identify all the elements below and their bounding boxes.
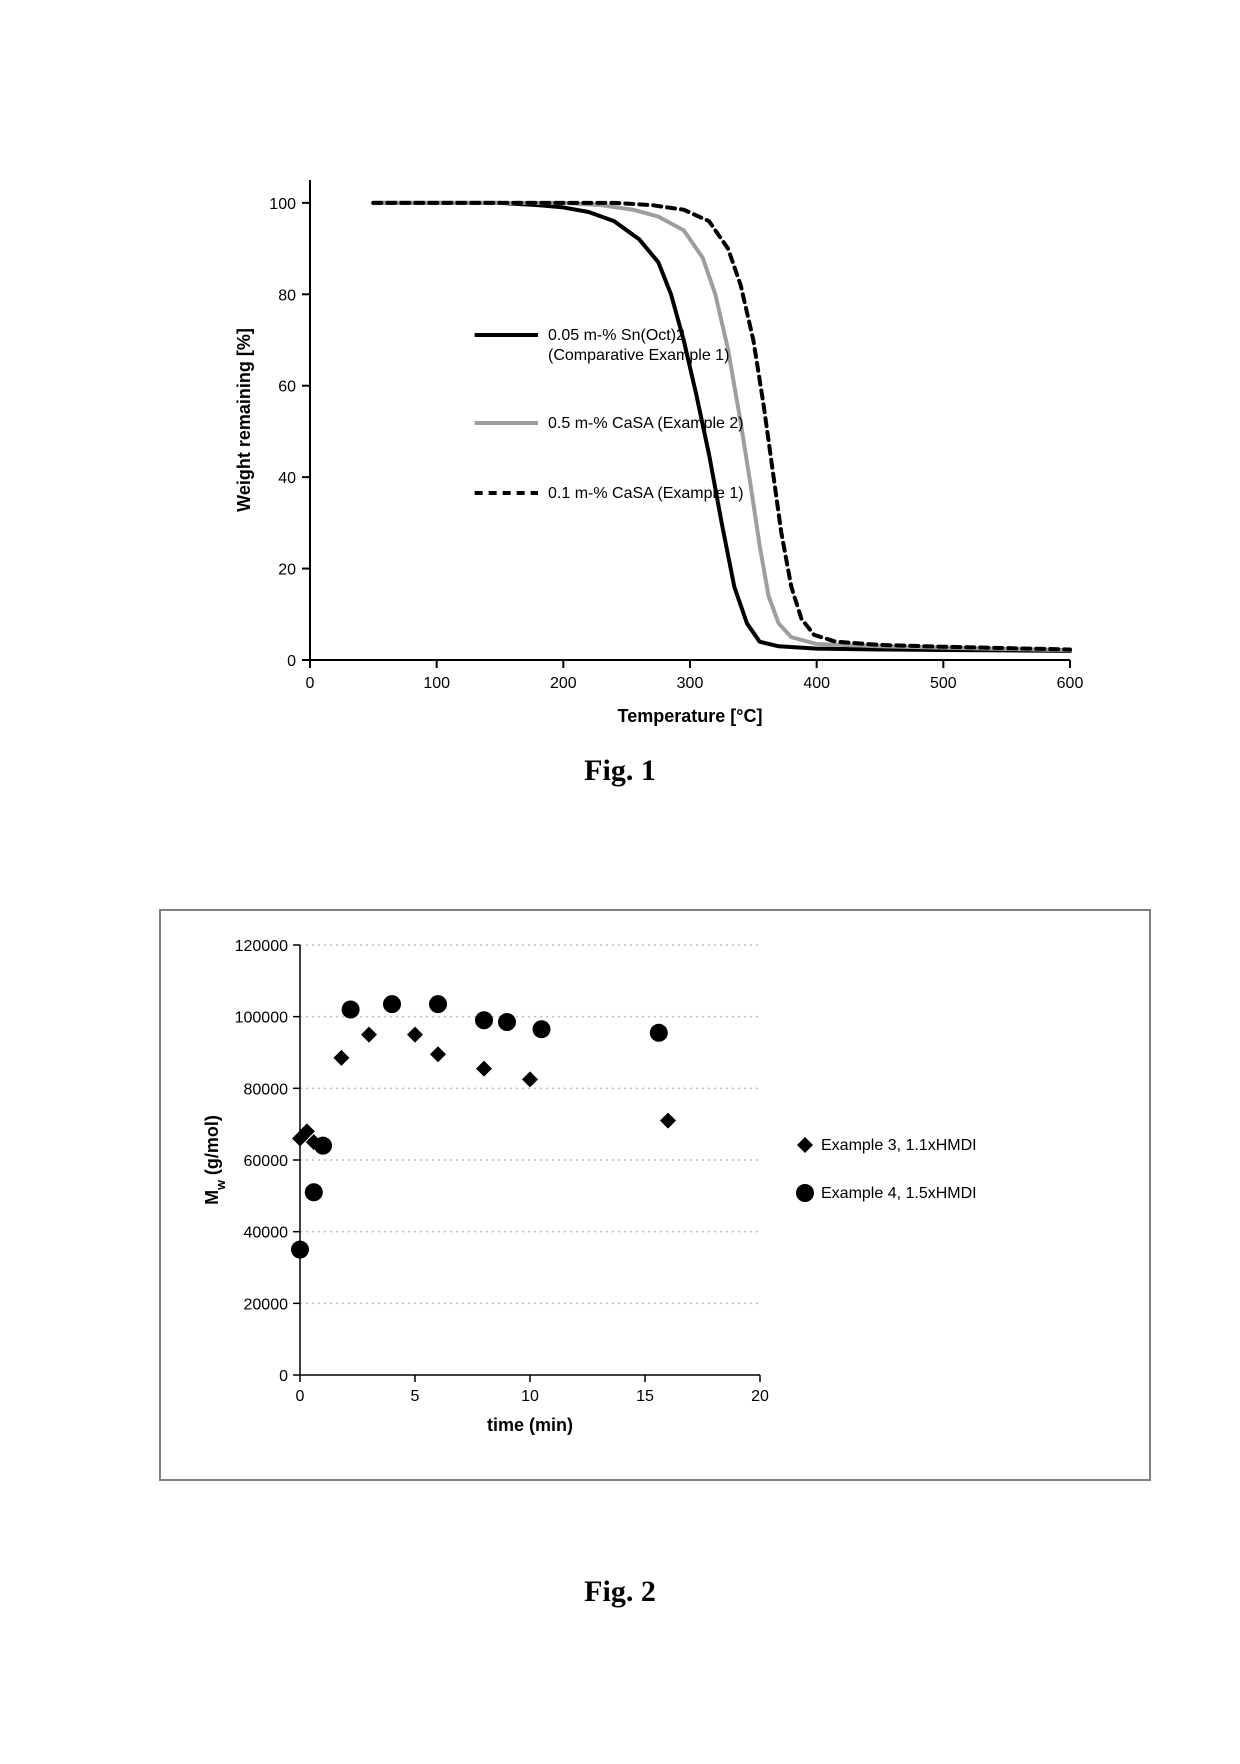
figure-1-caption: Fig. 1 bbox=[0, 754, 1240, 788]
svg-text:80: 80 bbox=[278, 287, 296, 304]
svg-text:60000: 60000 bbox=[244, 1153, 289, 1170]
page: 0100200300400500600020406080100Temperatu… bbox=[0, 0, 1240, 1764]
svg-text:300: 300 bbox=[677, 675, 704, 692]
svg-text:400: 400 bbox=[803, 675, 830, 692]
svg-text:15: 15 bbox=[636, 1388, 654, 1405]
svg-text:20: 20 bbox=[278, 562, 296, 579]
svg-text:0: 0 bbox=[296, 1388, 305, 1405]
svg-text:time (min): time (min) bbox=[487, 1415, 573, 1435]
svg-text:600: 600 bbox=[1057, 675, 1084, 692]
figure-2-block: 0 5 10 15 20 0 20000 40000 60000 80000 100000 12000… bbox=[0, 900, 1240, 1609]
svg-text:0: 0 bbox=[306, 675, 315, 692]
svg-text:60: 60 bbox=[278, 379, 296, 396]
svg-text:20: 20 bbox=[751, 1388, 769, 1405]
svg-text:Example 3, 1.1xHMDI: Example 3, 1.1xHMDI bbox=[821, 1137, 977, 1154]
svg-text:5: 5 bbox=[411, 1388, 420, 1405]
svg-text:200: 200 bbox=[550, 675, 577, 692]
svg-text:0.1 m-% CaSA (Example 1): 0.1 m-% CaSA (Example 1) bbox=[548, 485, 744, 502]
svg-text:80000: 80000 bbox=[244, 1081, 289, 1098]
svg-text:0: 0 bbox=[287, 653, 296, 670]
svg-text:500: 500 bbox=[930, 675, 957, 692]
figure-2-caption: Fig. 2 bbox=[0, 1575, 1240, 1609]
svg-text:0.5 m-% CaSA (Example 2): 0.5 m-% CaSA (Example 2) bbox=[548, 415, 744, 432]
svg-text:Mw (g/mol): Mw (g/mol) bbox=[202, 1115, 228, 1205]
figure-1-block: 0 100 200 300 400 500 600 0 20 40 60 80 100 Temperatu… bbox=[0, 60, 1240, 788]
svg-text:120000: 120000 bbox=[235, 938, 288, 955]
svg-text:100: 100 bbox=[423, 675, 450, 692]
svg-text:100: 100 bbox=[269, 196, 296, 213]
svg-text:(Comparative Example 1): (Comparative Example 1) bbox=[548, 347, 729, 364]
svg-text:20000: 20000 bbox=[244, 1296, 289, 1313]
svg-text:0.05 m-% Sn(Oct)2: 0.05 m-% Sn(Oct)2 bbox=[548, 327, 685, 344]
figure-2-chart: 0 5 10 15 20 0 20000 40000 60000 80000 100000 12000… bbox=[50, 900, 1190, 1520]
svg-text:Example 4, 1.5xHMDI: Example 4, 1.5xHMDI bbox=[821, 1185, 977, 1202]
svg-text:40: 40 bbox=[278, 470, 296, 487]
svg-text:10: 10 bbox=[521, 1388, 539, 1405]
svg-text:40000: 40000 bbox=[244, 1225, 289, 1242]
figure-1-chart: 0 100 200 300 400 500 600 0 20 40 60 80 100 Temperatu… bbox=[100, 60, 1140, 740]
svg-text:100000: 100000 bbox=[235, 1010, 288, 1027]
svg-text:Weight remaining [%]: Weight remaining [%] bbox=[234, 328, 254, 512]
svg-text:0: 0 bbox=[279, 1368, 288, 1385]
svg-text:Temperature [°C]: Temperature [°C] bbox=[618, 706, 763, 726]
